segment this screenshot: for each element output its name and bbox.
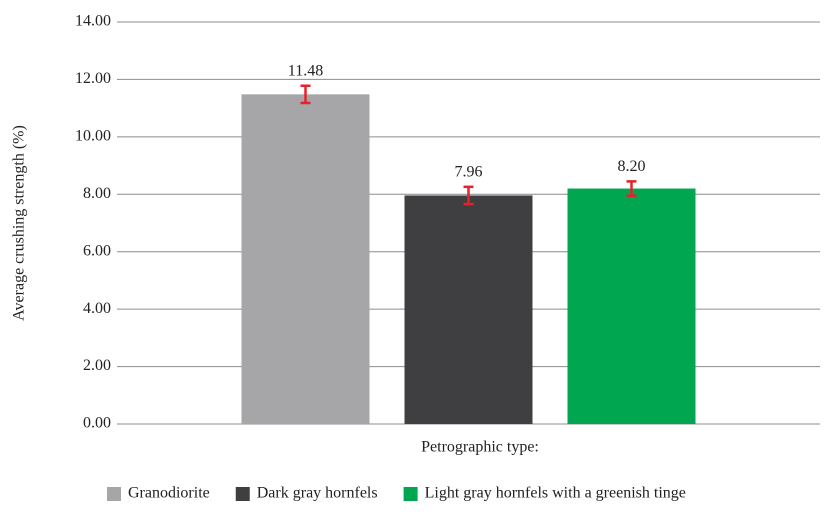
y-tick-label: 6.00 <box>83 242 111 259</box>
bar <box>241 94 370 425</box>
bar <box>567 188 696 424</box>
y-tick-label: 2.00 <box>83 357 111 374</box>
error-bar <box>463 185 474 206</box>
data-label: 7.96 <box>455 163 483 180</box>
y-tick-label: 8.00 <box>83 185 111 202</box>
bar <box>404 195 533 424</box>
x-axis-label: Petrographic type: <box>421 439 539 456</box>
y-tick-label: 0.00 <box>83 415 111 432</box>
legend-label: Light gray hornfels with a greenish ting… <box>425 485 686 502</box>
legend-swatch <box>403 487 418 501</box>
data-label: 11.48 <box>288 62 323 79</box>
y-axis-label: Average crushing strength (%) <box>11 125 28 321</box>
y-tick-label: 4.00 <box>83 300 111 317</box>
y-tick-label: 14.00 <box>75 13 111 30</box>
legend-label: Granodiorite <box>128 485 210 502</box>
data-label: 8.20 <box>618 158 646 175</box>
legend-swatch <box>235 487 250 501</box>
y-tick-label: 12.00 <box>75 70 111 87</box>
y-tick-label: 10.00 <box>75 128 111 145</box>
error-bar <box>626 180 637 197</box>
legend-label: Dark gray hornfels <box>257 485 378 502</box>
legend-swatch <box>107 487 121 501</box>
error-bar <box>300 84 311 105</box>
